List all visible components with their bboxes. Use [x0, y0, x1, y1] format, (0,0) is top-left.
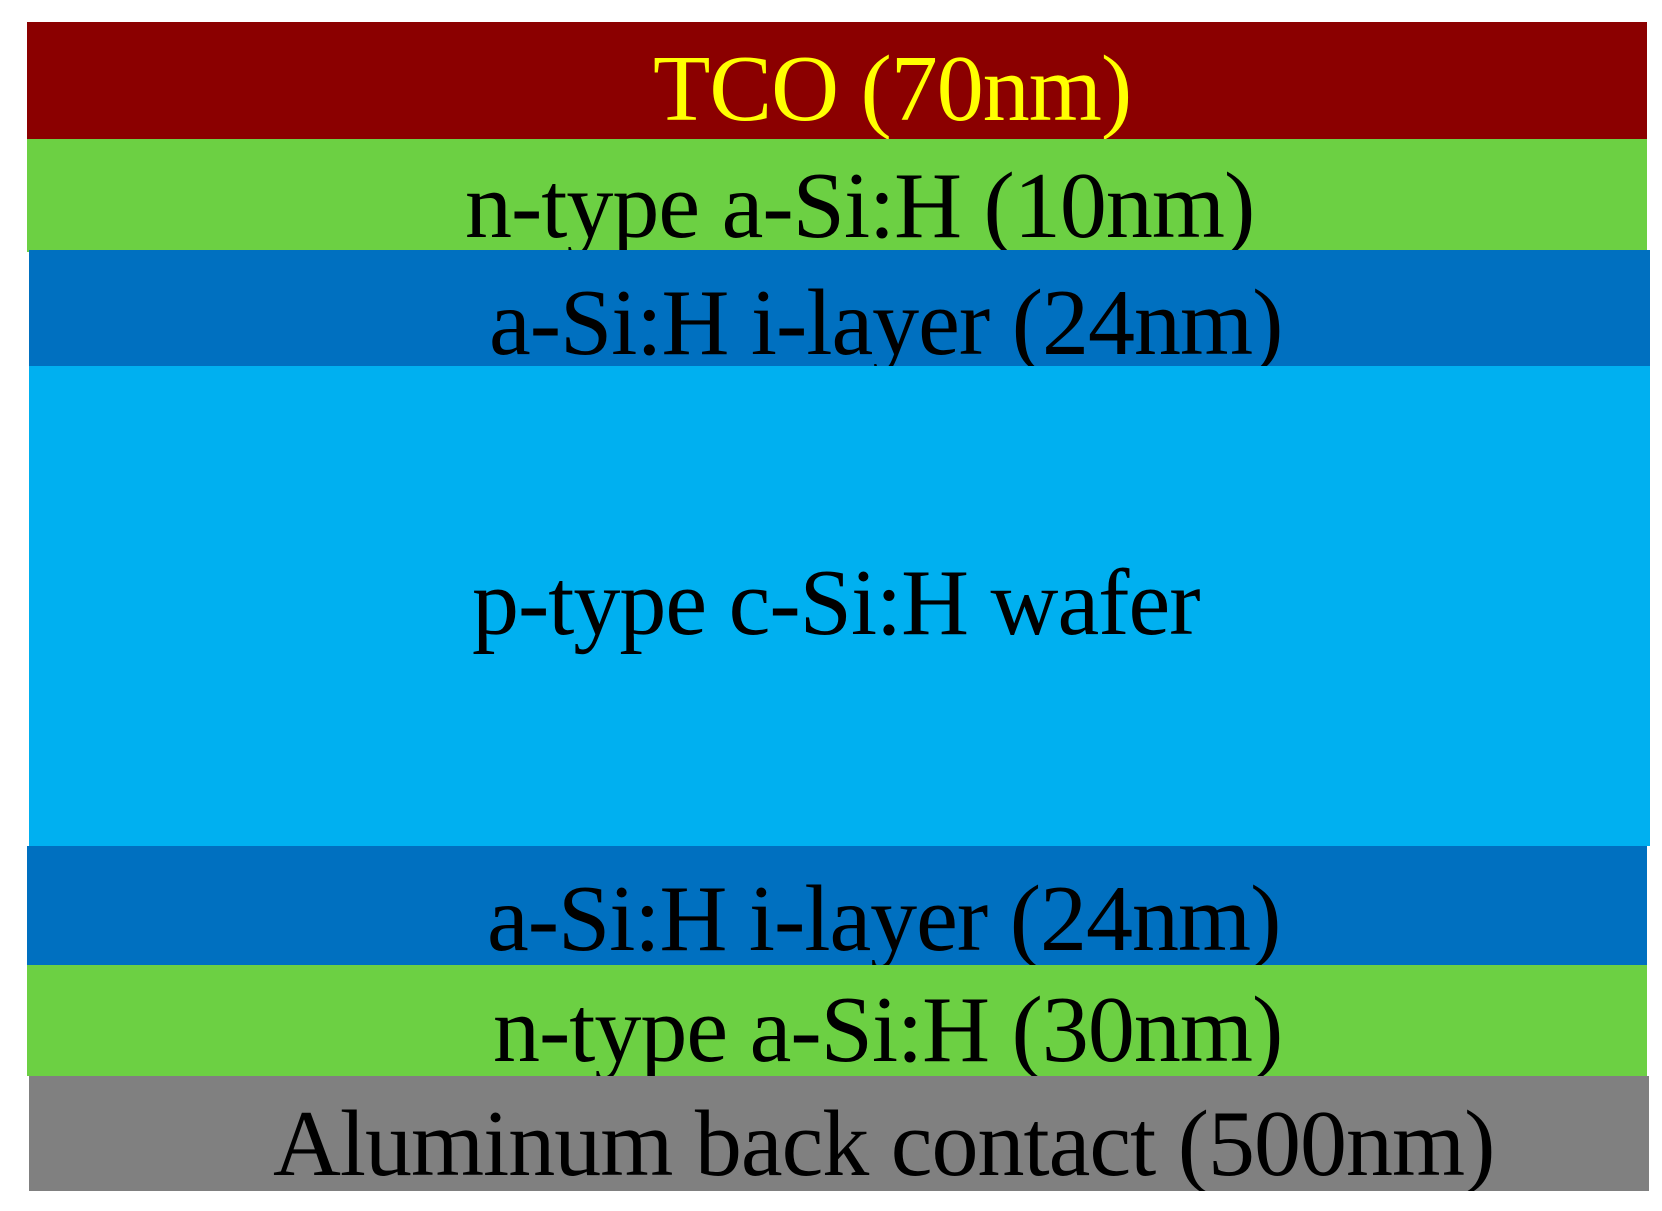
layer-p-type-wafer-label: p-type c-Si:H wafer — [472, 551, 1200, 655]
layer-i-layer-top: a-Si:H i-layer (24nm) — [29, 250, 1650, 366]
layer-i-layer-bottom: a-Si:H i-layer (24nm) — [27, 846, 1647, 965]
layer-tco: TCO (70nm) — [27, 22, 1647, 139]
layer-n-type-top: n-type a-Si:H (10nm) — [27, 139, 1647, 252]
layer-i-layer-top-label: a-Si:H i-layer (24nm) — [489, 271, 1283, 366]
layer-aluminum-back-contact: Aluminum back contact (500nm) — [29, 1076, 1649, 1191]
layer-aluminum-back-contact-label: Aluminum back contact (500nm) — [273, 1092, 1495, 1191]
layer-n-type-bottom: n-type a-Si:H (30nm) — [27, 965, 1647, 1076]
layer-tco-label: TCO (70nm) — [653, 37, 1132, 139]
layer-p-type-wafer: p-type c-Si:H wafer — [29, 366, 1650, 846]
layer-n-type-top-label: n-type a-Si:H (10nm) — [465, 154, 1255, 252]
layer-i-layer-bottom-label: a-Si:H i-layer (24nm) — [487, 867, 1281, 965]
layer-n-type-bottom-label: n-type a-Si:H (30nm) — [493, 978, 1283, 1076]
